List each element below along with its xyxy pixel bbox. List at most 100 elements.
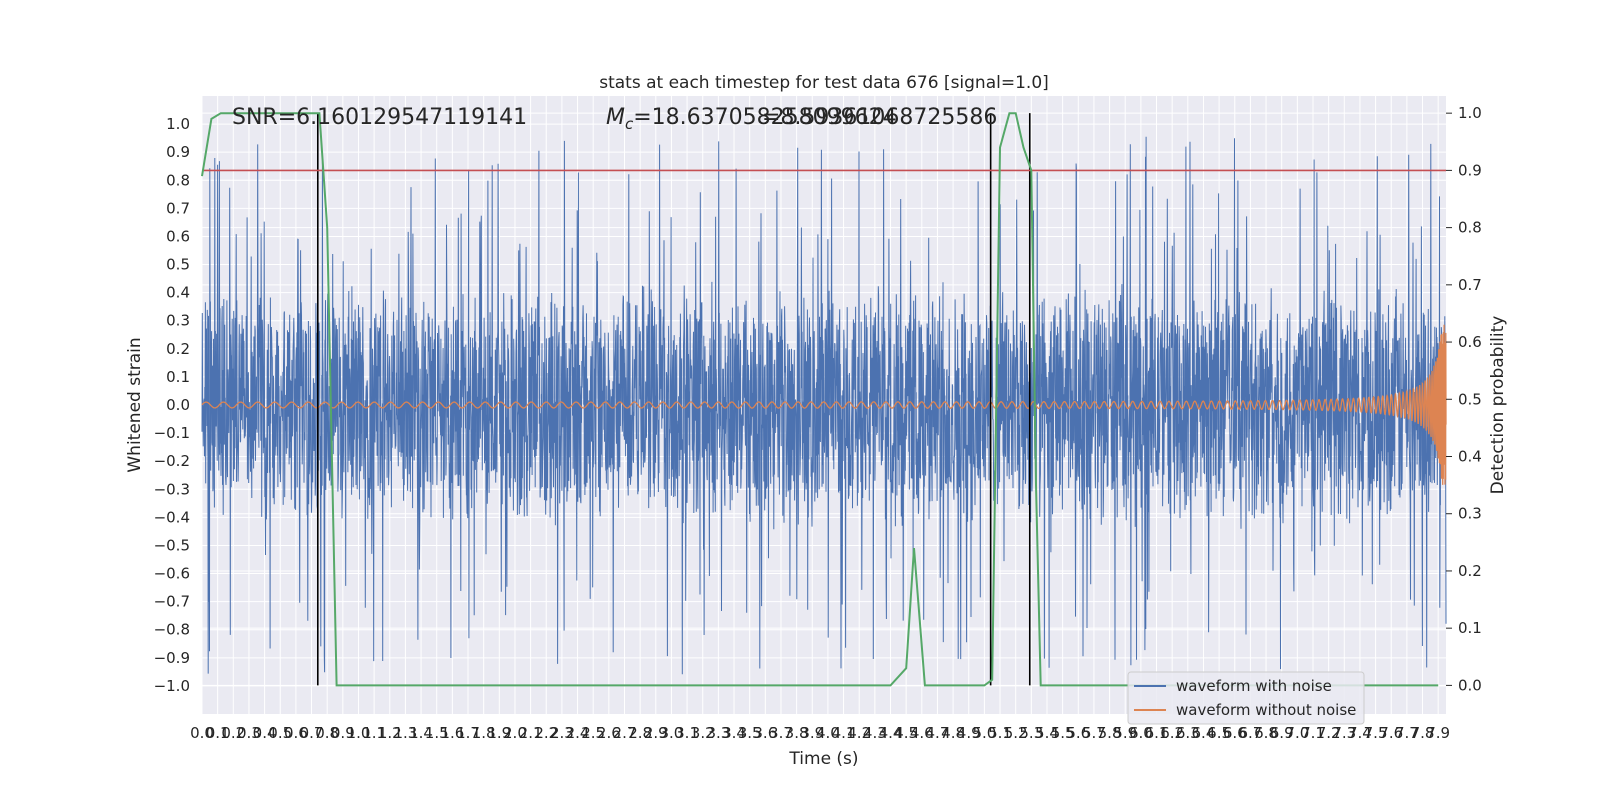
x-tick-label: 5.2 [1004, 724, 1028, 742]
x-tick-label: 1.7 [456, 724, 480, 742]
x-tick-label: 4.5 [894, 724, 918, 742]
x-tick-label: 0.7 [300, 724, 324, 742]
x-tick-label: 2.3 [550, 724, 574, 742]
x-tick-label: 4.7 [926, 724, 950, 742]
mc-symbol: M [606, 105, 625, 130]
y2-tick-label: 0.9 [1458, 161, 1482, 179]
y-tick-label: 0.5 [166, 256, 190, 274]
y-tick-label: −0.3 [154, 480, 190, 498]
x-tick-label: 7.3 [1332, 724, 1356, 742]
mc-annotation: Mc=18.637058258099624 [606, 105, 897, 133]
x-tick-label: 7.6 [1379, 724, 1403, 742]
x-tick-label: 7.7 [1395, 724, 1419, 742]
x-tick-label: 5.6 [1066, 724, 1090, 742]
legend: waveform with noise waveform without noi… [1127, 671, 1365, 725]
x-tick-label: 3.4 [722, 724, 746, 742]
x-tick-label: 5.3 [1019, 724, 1043, 742]
x-tick-label: 6.5 [1207, 724, 1231, 742]
x-tick-label: 2.4 [566, 724, 590, 742]
y2-tick-label: 1.0 [1458, 104, 1482, 122]
y-tick-label: 0.4 [166, 284, 190, 302]
x-tick-label: 0.8 [315, 724, 339, 742]
y-tick-label: −1.0 [154, 677, 190, 695]
x-tick-label: 5.0 [972, 724, 996, 742]
legend-label-clean: waveform without noise [1176, 701, 1356, 719]
x-tick-label: 6.6 [1223, 724, 1247, 742]
x-tick-label: 3.0 [660, 724, 684, 742]
x-tick-label: 1.5 [425, 724, 449, 742]
x-tick-label: 3.9 [800, 724, 824, 742]
y-tick-label: 0.7 [166, 199, 190, 217]
x-tick-label: 7.5 [1364, 724, 1388, 742]
x-tick-label: 2.1 [519, 724, 543, 742]
legend-box [1127, 671, 1365, 725]
x-tick-label: 4.9 [957, 724, 981, 742]
detection-probability-series [201, 112, 1439, 687]
x-tick-label: 6.3 [1176, 724, 1200, 742]
y2-tick-label: 0.8 [1458, 219, 1482, 237]
x-tick-label: 0.5 [268, 724, 292, 742]
y-tick-label: −0.4 [154, 508, 190, 526]
x-tick-label: 6.4 [1192, 724, 1216, 742]
x-tick-label: 4.4 [879, 724, 903, 742]
x-tick-label: 3.1 [675, 724, 699, 742]
x-tick-label: 6.2 [1160, 724, 1184, 742]
y-tick-label: −0.1 [154, 424, 190, 442]
x-tick-label: 1.9 [487, 724, 511, 742]
overlap-annotation: =8.59361068725586 [762, 105, 997, 130]
x-tick-label: 7.8 [1411, 724, 1435, 742]
x-tick-label: 7.9 [1426, 724, 1450, 742]
x-tick-label: 3.7 [769, 724, 793, 742]
x-tick-label: 1.2 [378, 724, 402, 742]
y-tick-label: 0.9 [166, 143, 190, 161]
y-tick-label: −0.7 [154, 593, 190, 611]
x-tick-label: 3.6 [753, 724, 777, 742]
x-tick-label: 3.5 [738, 724, 762, 742]
x-tick-label: 2.2 [534, 724, 558, 742]
chart-title: stats at each timestep for test data 676… [599, 73, 1049, 93]
x-tick-label: 2.8 [628, 724, 652, 742]
x-tick-label: 7.2 [1317, 724, 1341, 742]
x-tick-label: 3.3 [706, 724, 730, 742]
legend-label-noise: waveform with noise [1176, 677, 1332, 695]
x-tick-label: 0.6 [284, 724, 308, 742]
waveform-without-noise-series [201, 324, 1447, 485]
y-tick-label: 0.8 [166, 171, 190, 189]
waveform-with-noise-series [201, 136, 1447, 675]
y2-tick-label: 0.4 [1458, 448, 1482, 466]
y2-tick-label: 0.3 [1458, 505, 1482, 523]
x-tick-label: 1.3 [393, 724, 417, 742]
mc-value: =18.637058258099624 [633, 105, 896, 130]
x-tick-label: 2.6 [597, 724, 621, 742]
x-tick-label: 1.0 [347, 724, 371, 742]
x-tick-label: 6.7 [1238, 724, 1262, 742]
x-tick-label: 0.1 [206, 724, 230, 742]
y-tick-label: −0.8 [154, 621, 190, 639]
x-tick-label: 4.6 [910, 724, 934, 742]
x-tick-label: 5.1 [988, 724, 1012, 742]
x-tick-label: 4.8 [941, 724, 965, 742]
x-tick-label: 2.7 [613, 724, 637, 742]
x-tick-label: 0.9 [331, 724, 355, 742]
x-tick-label: 5.9 [1113, 724, 1137, 742]
x-tick-label: 0.3 [237, 724, 261, 742]
y2-tick-label: 0.1 [1458, 619, 1482, 637]
x-tick-labels: 0.00.10.20.30.40.50.60.70.80.91.01.11.21… [190, 724, 1450, 742]
waveform-with-noise-line [201, 136, 1447, 675]
y-tick-label: 0.2 [166, 340, 190, 358]
x-tick-label: 1.4 [409, 724, 433, 742]
x-tick-label: 5.4 [1035, 724, 1059, 742]
x-tick-label: 6.0 [1129, 724, 1153, 742]
x-tick-label: 4.2 [847, 724, 871, 742]
x-tick-label: 0.4 [253, 724, 277, 742]
y2-axis-label: Detection probability [1488, 316, 1508, 495]
y-tick-labels: −1.0 −0.9 −0.8 −0.7 −0.6 −0.5 −0.4 −0.3 −0.2 −0.1… [154, 115, 190, 695]
y-tick-label: −0.6 [154, 565, 190, 583]
y-tick-label: 1.0 [166, 115, 190, 133]
x-tick-label: 2.5 [581, 724, 605, 742]
y-axis-label: Whitened strain [125, 337, 145, 472]
y-tick-label: 0.6 [166, 227, 190, 245]
x-tick-label: 7.4 [1348, 724, 1372, 742]
x-tick-label: 0.2 [221, 724, 245, 742]
